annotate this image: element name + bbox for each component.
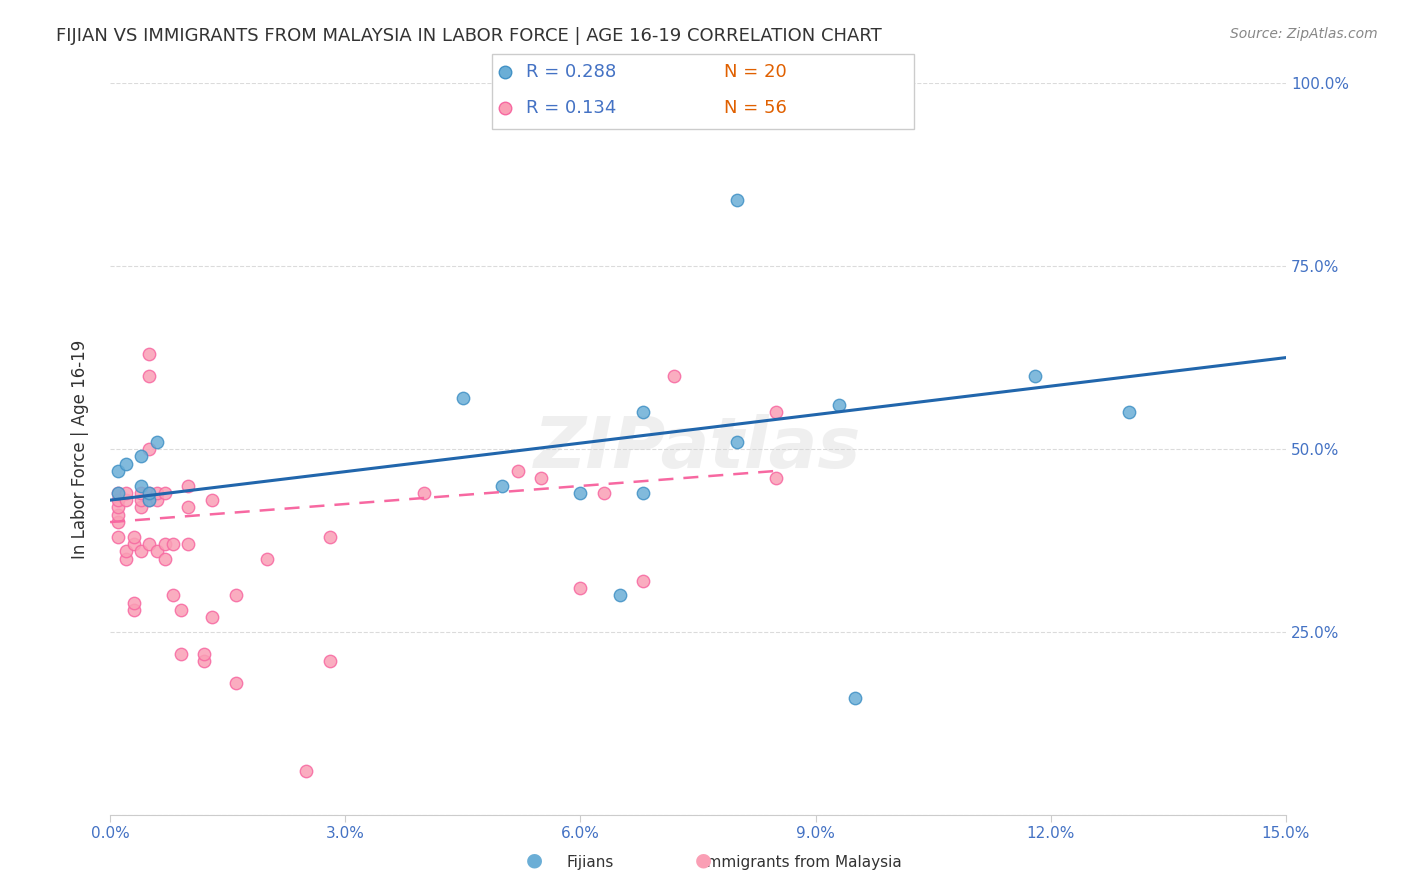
Immigrants from Malaysia [765,405,787,419]
Fijians [569,486,592,500]
Immigrants from Malaysia [131,486,153,500]
Fijians [828,398,851,412]
Text: N = 56: N = 56 [724,99,787,117]
Immigrants from Malaysia [122,530,145,544]
Immigrants from Malaysia [138,442,160,456]
Text: Fijians: Fijians [567,855,614,870]
Immigrants from Malaysia [295,764,318,778]
Fijians [631,405,654,419]
Immigrants from Malaysia [153,537,176,551]
Immigrants from Malaysia [412,486,434,500]
Immigrants from Malaysia [131,544,153,558]
Immigrants from Malaysia [138,347,160,361]
Immigrants from Malaysia [256,551,278,566]
FancyBboxPatch shape [492,54,914,129]
Immigrants from Malaysia [122,603,145,617]
Immigrants from Malaysia [224,676,246,690]
Fijians [1118,405,1140,419]
Immigrants from Malaysia [107,508,129,522]
Immigrants from Malaysia [114,493,136,508]
Immigrants from Malaysia [138,537,160,551]
Immigrants from Malaysia [169,603,191,617]
Text: ●: ● [695,851,711,870]
Fijians [844,690,866,705]
Immigrants from Malaysia [201,493,224,508]
Immigrants from Malaysia [593,486,616,500]
Immigrants from Malaysia [146,493,169,508]
Immigrants from Malaysia [107,530,129,544]
Text: R = 0.134: R = 0.134 [526,99,616,117]
Immigrants from Malaysia [631,574,654,588]
Text: ZIPatlas: ZIPatlas [534,415,862,483]
Immigrants from Malaysia [114,486,136,500]
Immigrants from Malaysia [131,493,153,508]
Immigrants from Malaysia [193,654,215,668]
Text: Immigrants from Malaysia: Immigrants from Malaysia [702,855,901,870]
Immigrants from Malaysia [765,471,787,485]
Fijians [107,464,129,478]
Immigrants from Malaysia [146,486,169,500]
Fijians [725,194,748,208]
Immigrants from Malaysia [201,610,224,624]
Immigrants from Malaysia [122,595,145,609]
Text: ●: ● [526,851,543,870]
Fijians [138,486,160,500]
Immigrants from Malaysia [530,471,553,485]
Fijians [609,588,631,602]
Fijians [138,493,160,508]
Immigrants from Malaysia [131,500,153,515]
Immigrants from Malaysia [138,493,160,508]
Fijians [114,457,136,471]
Immigrants from Malaysia [177,478,200,492]
Immigrants from Malaysia [153,486,176,500]
Immigrants from Malaysia [318,654,340,668]
Fijians [146,434,169,449]
Immigrants from Malaysia [177,537,200,551]
Text: FIJIAN VS IMMIGRANTS FROM MALAYSIA IN LABOR FORCE | AGE 16-19 CORRELATION CHART: FIJIAN VS IMMIGRANTS FROM MALAYSIA IN LA… [56,27,882,45]
Fijians [1024,368,1046,383]
Immigrants from Malaysia [107,515,129,529]
Immigrants from Malaysia [193,647,215,661]
Immigrants from Malaysia [153,551,176,566]
Immigrants from Malaysia [664,368,686,383]
Immigrants from Malaysia [107,493,129,508]
Y-axis label: In Labor Force | Age 16-19: In Labor Force | Age 16-19 [72,339,89,558]
Immigrants from Malaysia [162,537,184,551]
Fijians [107,486,129,500]
Immigrants from Malaysia [169,647,191,661]
Text: N = 20: N = 20 [724,63,787,81]
Text: R = 0.288: R = 0.288 [526,63,616,81]
Immigrants from Malaysia [107,486,129,500]
Fijians [131,478,153,492]
Immigrants from Malaysia [138,486,160,500]
Fijians [131,450,153,464]
Immigrants from Malaysia [177,500,200,515]
Immigrants from Malaysia [122,537,145,551]
Fijians [451,391,474,405]
Immigrants from Malaysia [146,544,169,558]
Immigrants from Malaysia [318,530,340,544]
Immigrants from Malaysia [162,588,184,602]
Immigrants from Malaysia [224,588,246,602]
Fijians [725,434,748,449]
Fijians [631,486,654,500]
Immigrants from Malaysia [114,544,136,558]
Immigrants from Malaysia [138,368,160,383]
Immigrants from Malaysia [107,500,129,515]
Fijians [491,478,513,492]
Immigrants from Malaysia [506,464,529,478]
Immigrants from Malaysia [114,551,136,566]
Immigrants from Malaysia [569,581,592,595]
Text: Source: ZipAtlas.com: Source: ZipAtlas.com [1230,27,1378,41]
